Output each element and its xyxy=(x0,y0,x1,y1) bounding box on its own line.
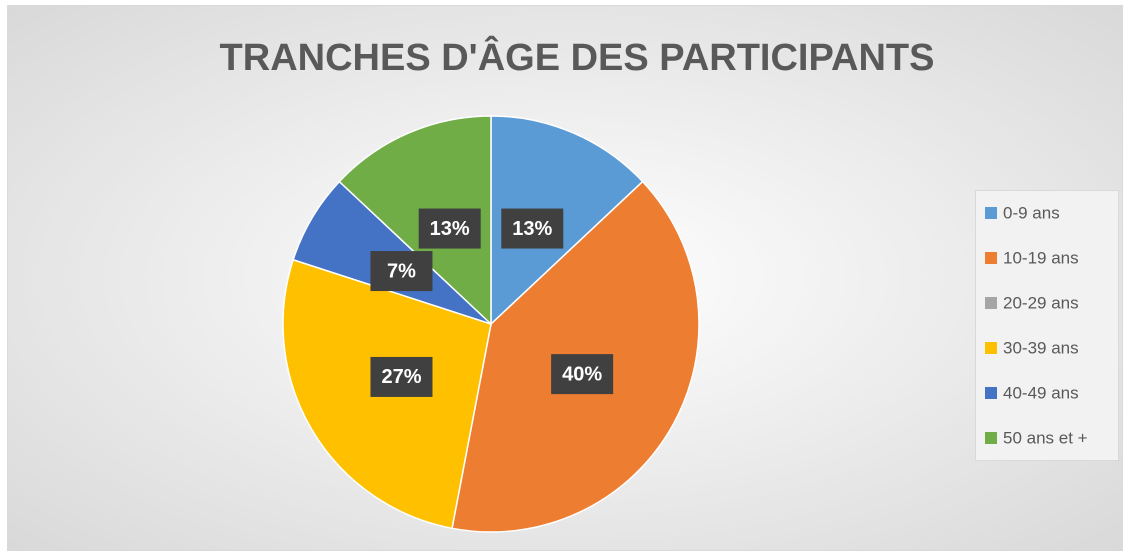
data-label-box xyxy=(551,354,614,395)
data-label: 40% xyxy=(562,363,602,385)
legend-label: 40-49 ans xyxy=(1003,383,1079,402)
pie-slice xyxy=(490,115,644,326)
legend-label: 10-19 ans xyxy=(1003,248,1079,267)
data-label: 27% xyxy=(381,366,421,388)
legend-label: 50 ans et + xyxy=(1003,428,1088,447)
data-label: 13% xyxy=(430,218,470,240)
legend-swatch xyxy=(985,342,997,354)
chart-title: TRANCHES D'ÂGE DES PARTICIPANTS xyxy=(220,35,935,79)
data-label-box xyxy=(501,208,564,249)
legend xyxy=(975,190,1119,461)
data-label-box xyxy=(370,251,433,292)
data-label-box xyxy=(418,208,481,249)
legend-label: 30-39 ans xyxy=(1003,338,1079,357)
data-label-box xyxy=(370,356,433,397)
legend-swatch xyxy=(985,432,997,444)
pie-slice xyxy=(338,115,492,326)
legend-swatch xyxy=(985,297,997,309)
legend-label: 20-29 ans xyxy=(1003,293,1079,312)
legend-label: 0-9 ans xyxy=(1003,203,1060,222)
data-label: 13% xyxy=(512,218,552,240)
legend-swatch xyxy=(985,387,997,399)
data-label: 7% xyxy=(387,260,416,282)
legend-swatch xyxy=(985,252,997,264)
legend-swatch xyxy=(985,207,997,219)
